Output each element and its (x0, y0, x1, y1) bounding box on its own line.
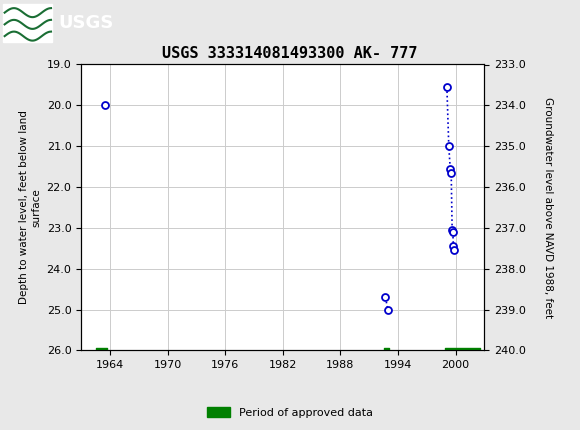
FancyBboxPatch shape (3, 3, 52, 42)
Y-axis label: Groundwater level above NAVD 1988, feet: Groundwater level above NAVD 1988, feet (542, 97, 553, 318)
Legend: Period of approved data: Period of approved data (203, 403, 377, 422)
Text: USGS: USGS (58, 14, 113, 31)
Y-axis label: Depth to water level, feet below land
surface: Depth to water level, feet below land su… (20, 111, 41, 304)
Text: USGS 333314081493300 AK- 777: USGS 333314081493300 AK- 777 (162, 46, 418, 61)
